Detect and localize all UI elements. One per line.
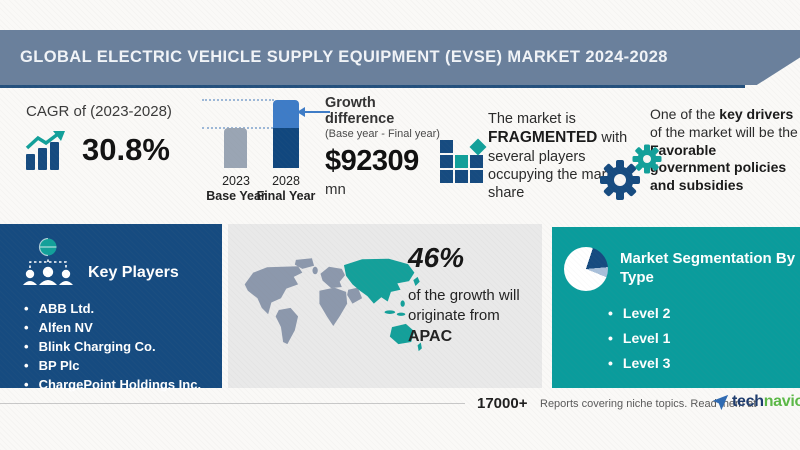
brand-suffix: navio [763,393,800,410]
key-players-panel: Key Players ABB Ltd. Alfen NV Blink Char… [0,224,222,391]
list-item: BP Plc [24,359,222,372]
apac-growth-panel: 46% of the growth will originate from AP… [228,224,542,388]
list-item: ABB Ltd. [24,302,222,315]
header-banner: GLOBAL ELECTRIC VEHICLE SUPPLY EQUIPMENT… [0,30,800,85]
bar-2023 [224,128,247,168]
growth-difference-subtitle: (Base year - Final year) [325,128,440,140]
header-underline [0,85,745,88]
growth-difference-block: Growth difference (Base year - Final yea… [325,95,445,198]
technavio-logo[interactable]: technavio™ [712,393,800,411]
list-item: ChargePoint Holdings Inc. [24,378,222,391]
bar-label-2028: 2028 Final Year [256,174,316,203]
cagr-block: 30.8% [24,130,170,170]
brand-prefix: tech [732,393,764,410]
key-players-list: ABB Ltd. Alfen NV Blink Charging Co. BP … [24,302,222,391]
key-drivers-block: One of the key drivers of the market wil… [598,106,800,200]
footer-report-count: 17000+ [477,395,528,412]
key-drivers-text: One of the key drivers of the market wil… [650,106,798,194]
technavio-arrow-icon [712,394,729,410]
fragmented-highlight: FRAGMENTED [488,129,598,147]
fragmentation-block: The market is FRAGMENTED with several pl… [440,110,632,202]
growth-difference-title: Growth difference [325,95,395,127]
list-item: Level 2 [608,305,800,321]
pie-chart-icon [564,247,608,291]
key-drivers-highlight-1: key drivers [719,106,794,122]
key-players-title: Key Players [88,264,179,281]
list-item: Level 3 [608,355,800,371]
key-drivers-highlight-2: Favorable government policies and subsid… [650,141,787,194]
page-title: GLOBAL ELECTRIC VEHICLE SUPPLY EQUIPMENT… [20,48,668,66]
fragmented-squares-icon [440,138,487,183]
segmentation-title: Market Segmentation By Type [620,250,796,286]
apac-growth-text: 46% of the growth will originate from AP… [408,242,538,348]
cagr-value: 30.8% [82,132,170,167]
bar-label-2023: 2023 Base Year [206,174,266,203]
segmentation-panel: Market Segmentation By Type Level 2 Leve… [552,227,800,388]
bar-2028 [273,100,299,168]
world-map [244,258,422,352]
apac-description: of the growth will originate from [408,287,520,324]
growth-bars-icon [25,131,65,170]
cagr-label: CAGR of (2023-2028) [26,103,172,120]
list-item: Blink Charging Co. [24,340,222,353]
reference-line-final [202,99,274,101]
gears-icon [600,144,662,200]
footer-tagline: Reports covering niche topics. Read them… [540,398,757,410]
footer-divider [0,403,465,404]
segmentation-list: Level 2 Level 1 Level 3 [608,305,800,371]
growth-difference-unit: mn [325,181,346,198]
growth-difference-value: $92309 [325,145,419,177]
growth-difference-arrow [297,106,330,119]
list-item: Level 1 [608,330,800,346]
growth-bar-chart: 2023 Base Year 2028 Final Year Growth di… [200,95,445,210]
apac-region-label: APAC [408,328,453,345]
list-item: Alfen NV [24,321,222,334]
fragmented-text: The market is FRAGMENTED with several pl… [488,111,628,201]
map-apac-region [343,258,422,352]
apac-percent: 46% [408,242,465,273]
key-players-icon [23,238,73,285]
